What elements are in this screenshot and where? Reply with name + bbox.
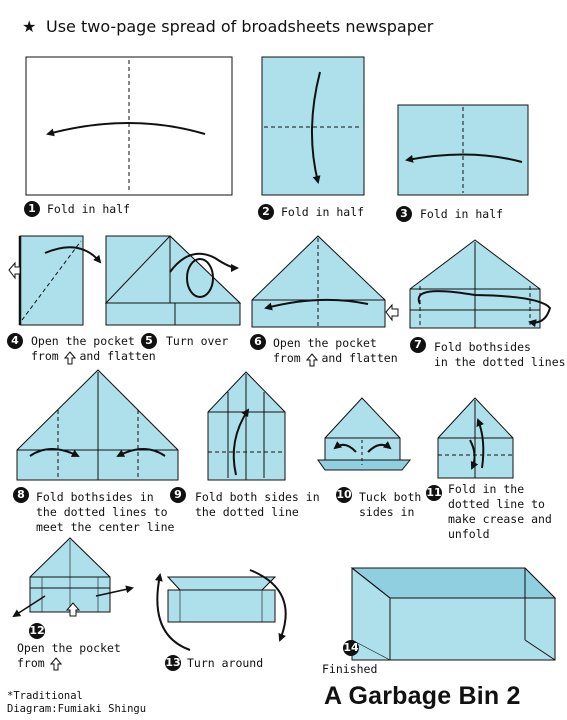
header-instruction: Use two-page spread of broadsheets newsp… (46, 17, 434, 36)
step-14-diagram (350, 567, 557, 661)
step-14-number: 14 (343, 640, 359, 656)
step-2-diagram (261, 56, 365, 196)
step-13-caption: Turn around (187, 656, 264, 670)
step-4-up-arrow-icon (64, 351, 76, 365)
step-14-caption: Finished (322, 662, 378, 676)
step-10-caption: Tuck both sides in (359, 490, 422, 519)
step-12-diagram (12, 537, 134, 618)
step-2-number: 2 (258, 204, 274, 220)
step-7-diagram (409, 239, 552, 329)
page-title: A Garbage Bin 2 (324, 682, 521, 710)
step-10-number: 10 (336, 487, 352, 503)
step-11-diagram (437, 397, 514, 479)
step-4-caption: Open the pocket from and flatten (31, 334, 156, 363)
step-11-number: 11 (426, 485, 442, 501)
step-3-caption: Fold in half (420, 207, 504, 221)
credit-diagram-author: Diagram:Fumiaki Shingu (7, 703, 147, 715)
step-11-caption: Fold in the dotted line to make crease a… (448, 482, 552, 541)
step-6-up-arrow-icon (306, 353, 318, 367)
step-6-number: 6 (250, 334, 266, 350)
step-10-diagram (317, 397, 412, 471)
header-star-icon: ★ (22, 17, 37, 36)
step-13-diagram (154, 569, 287, 651)
step-9-caption: Fold both sides in the dotted line (195, 490, 320, 519)
step-1-number: 1 (24, 201, 40, 217)
step-12-caption: Open the pocket from (17, 641, 121, 670)
step-5-diagram (104, 235, 242, 326)
step-2-caption: Fold in half (281, 205, 365, 219)
step-1-caption: Fold in half (47, 202, 131, 216)
step-8-diagram (16, 369, 179, 481)
step-1-diagram (25, 56, 233, 196)
step-6-caption: Open the pocket from and flatten (273, 336, 398, 365)
step-13-number: 13 (165, 655, 181, 671)
step-12-number: 12 (29, 623, 45, 639)
step-12-up-arrow-icon (50, 657, 62, 671)
step-9-number: 9 (170, 487, 186, 503)
step-9-diagram (207, 371, 286, 481)
step-5-number: 5 (141, 333, 157, 349)
step-3-diagram (397, 104, 529, 196)
step-4-diagram (8, 235, 102, 326)
step-8-caption: Fold bothsides in the dotted lines to me… (36, 490, 175, 534)
step-7-number: 7 (410, 337, 426, 353)
step-6-diagram (251, 235, 399, 328)
step-4-number: 4 (7, 333, 23, 349)
step-8-number: 8 (13, 487, 29, 503)
credit-traditional: *Traditional (7, 690, 83, 702)
step-7-caption: Fold bothsides in the dotted lines (434, 340, 566, 369)
step-5-caption: Turn over (166, 334, 229, 348)
step-3-number: 3 (396, 206, 412, 222)
